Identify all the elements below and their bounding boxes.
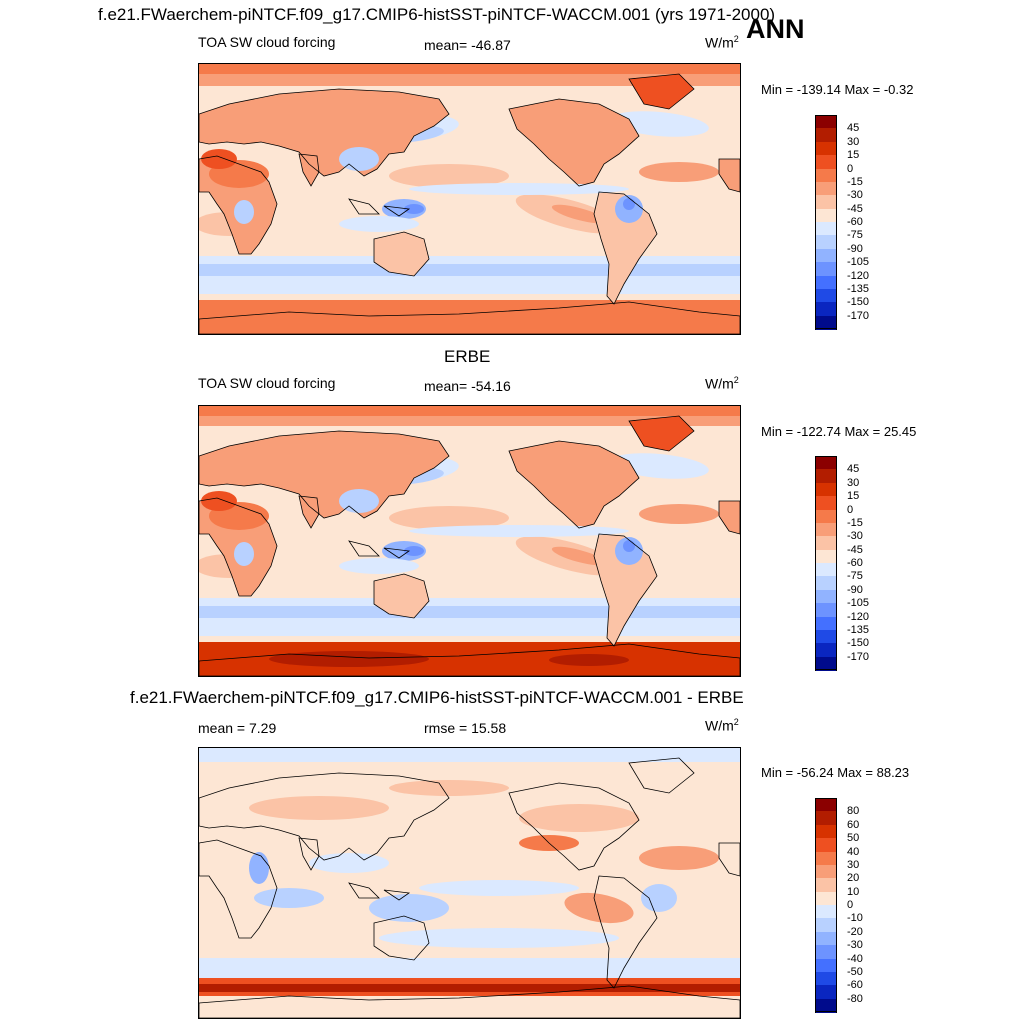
colorbar-label: -15: [847, 516, 863, 529]
panel-diff-colorbar: 80 60 50 40 30 20 10 0 -10 -20 -30 -40 -50 -60 -80: [815, 798, 875, 1013]
panel-obs-units: W/m2: [705, 375, 739, 392]
colorbar-label: 45: [847, 463, 860, 476]
colorbar-label: 30: [847, 135, 860, 148]
colorbar-label: 0: [847, 503, 854, 516]
panel-diff-units: W/m2: [705, 717, 739, 734]
colorbar-label: 50: [847, 832, 860, 845]
colorbar-label: -105: [847, 597, 870, 610]
colorbar-label: -135: [847, 282, 870, 295]
panel-obs-title: ERBE: [444, 347, 491, 366]
panel-obs-mean-label: mean= -54.16: [424, 378, 511, 394]
colorbar-label: 15: [847, 149, 860, 162]
panel-model-variable-label: TOA SW cloud forcing: [198, 34, 336, 50]
colorbar-label: -60: [847, 216, 863, 228]
panel-obs-colorbar: 45 30 15 0 -15 -30 -45 -60 -75 -90 -105 -120 -135 -15…: [815, 456, 875, 671]
colorbar-label: 10: [847, 885, 860, 898]
colorbar-label: -105: [847, 256, 870, 269]
colorbar-label: -75: [847, 229, 863, 242]
panel-obs-map: [198, 405, 741, 677]
colorbar-frame: [815, 798, 837, 1012]
colorbar-label: 60: [847, 818, 860, 831]
season-label: ANN: [746, 14, 805, 44]
colorbar-label: -20: [847, 925, 863, 938]
colorbar-label: 0: [847, 162, 854, 175]
colorbar-label: 15: [847, 490, 860, 503]
panel-model-map: [198, 63, 741, 335]
colorbar-label: -75: [847, 570, 863, 583]
colorbar-label: 80: [847, 805, 860, 818]
colorbar-label: 20: [847, 872, 860, 885]
colorbar-label: -170: [847, 650, 870, 663]
panel-obs-minmax: Min = -122.74 Max = 25.45: [761, 424, 917, 439]
colorbar-label: -30: [847, 530, 863, 543]
panel-obs-variable-label: TOA SW cloud forcing: [198, 375, 336, 391]
colorbar-label: -90: [847, 242, 863, 255]
colorbar-label: 40: [847, 845, 860, 858]
colorbar-label: -120: [847, 610, 870, 623]
colorbar-label: -90: [847, 583, 863, 596]
page-title: f.e21.FWaerchem-piNTCF.f09_g17.CMIP6-his…: [98, 5, 776, 24]
colorbar-label: -60: [847, 557, 863, 569]
colorbar-label: 45: [847, 122, 860, 135]
colorbar-label: -15: [847, 175, 863, 188]
colorbar-label: -80: [847, 992, 863, 1005]
colorbar-frame: [815, 456, 837, 670]
colorbar-label: 30: [847, 476, 860, 489]
colorbar-label: -170: [847, 309, 870, 322]
colorbar-label: -60: [847, 979, 863, 992]
colorbar-label: -45: [847, 543, 863, 556]
panel-model-units: W/m2: [705, 34, 739, 51]
panel-diff-map: [198, 747, 741, 1019]
colorbar-frame: [815, 115, 837, 329]
panel-diff-minmax: Min = -56.24 Max = 88.23: [761, 765, 910, 780]
colorbar-label: -120: [847, 269, 870, 282]
panel-model-minmax: Min = -139.14 Max = -0.32: [761, 82, 914, 97]
panel-diff-mean-label: mean = 7.29: [198, 720, 277, 736]
colorbar-label: 30: [847, 858, 860, 871]
colorbar-label: -10: [847, 912, 863, 925]
panel-model-colorbar: 45 30 15 0 -15 -30 -45 -60 -75 -90 -105 -120 -135 -15…: [815, 115, 875, 330]
panel-model-mean-label: mean= -46.87: [424, 37, 511, 53]
colorbar-label: -50: [847, 965, 863, 978]
colorbar-label: -150: [847, 296, 870, 309]
colorbar-label: -135: [847, 623, 870, 636]
colorbar-label: 0: [847, 899, 854, 911]
colorbar-label: -45: [847, 202, 863, 215]
panel-diff-rmse-label: rmse = 15.58: [424, 720, 507, 736]
colorbar-label: -40: [847, 952, 863, 965]
colorbar-label: -30: [847, 189, 863, 202]
panel-diff-title: f.e21.FWaerchem-piNTCF.f09_g17.CMIP6-his…: [130, 688, 744, 707]
colorbar-label: -30: [847, 939, 863, 952]
colorbar-label: -150: [847, 637, 870, 650]
